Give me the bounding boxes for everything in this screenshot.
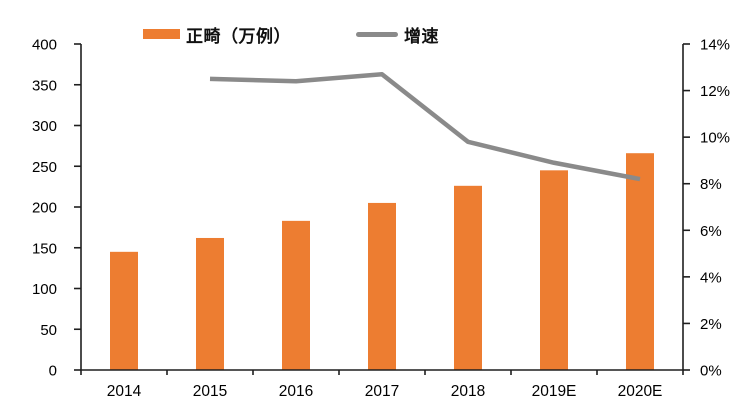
x-axis-category-label: 2018 <box>451 383 485 400</box>
line-series <box>209 72 641 182</box>
bar-2016 <box>282 220 310 370</box>
left-axis-tick-label: 0 <box>49 363 57 380</box>
right-axis-tick-label: 14% <box>700 37 730 54</box>
bar-2014 <box>110 251 138 370</box>
axes <box>74 43 690 375</box>
left-axis-tick-label: 250 <box>32 159 57 176</box>
bar-2020E <box>626 153 654 370</box>
bar-2017 <box>368 202 396 370</box>
axis-labels: 0 50 100 150 200 250 300 350 400 0% 2% 4% 6% 8% 10% 12%… <box>32 37 730 401</box>
x-axis-category-label: 2016 <box>279 383 313 400</box>
bar-2018 <box>454 185 482 370</box>
x-axis-category-label: 2019E <box>532 383 577 400</box>
left-axis-tick-label: 400 <box>32 37 57 54</box>
right-axis-tick-label: 10% <box>700 130 730 147</box>
x-axis-category-label: 2020E <box>618 383 663 400</box>
right-axis-tick-label: 2% <box>700 316 722 333</box>
right-axis-tick-label: 8% <box>700 176 722 193</box>
x-axis-category-label: 2014 <box>107 383 142 400</box>
x-axis-category-label: 2015 <box>193 383 227 400</box>
left-axis-tick-label: 150 <box>32 240 57 257</box>
left-axis-tick-label: 300 <box>32 118 57 135</box>
left-axis-tick-label: 350 <box>32 77 57 94</box>
bar-series <box>110 153 654 370</box>
left-axis-tick-label: 50 <box>40 322 57 339</box>
right-axis-tick-label: 12% <box>700 83 730 100</box>
bar-2015 <box>196 237 224 370</box>
x-axis-category-label: 2017 <box>365 383 399 400</box>
right-axis-tick-label: 0% <box>700 363 722 380</box>
left-axis-tick-label: 200 <box>32 200 57 217</box>
growth-line <box>209 72 641 182</box>
right-axis-tick-label: 6% <box>700 223 722 240</box>
left-axis-tick-label: 100 <box>32 281 57 298</box>
right-axis-tick-label: 4% <box>700 269 722 286</box>
bar-2019E <box>540 170 568 370</box>
